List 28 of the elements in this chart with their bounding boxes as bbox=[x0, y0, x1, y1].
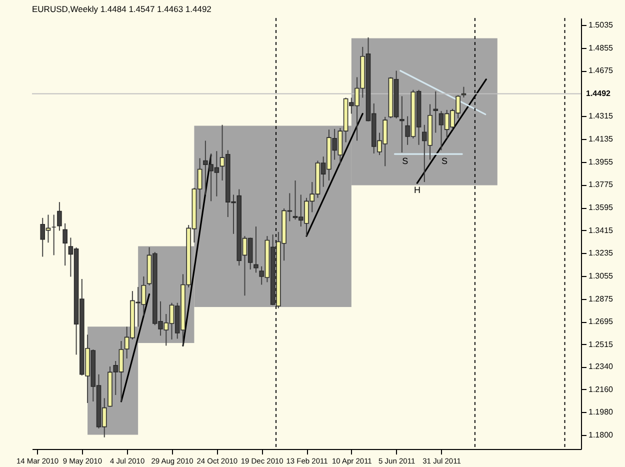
annotation: H bbox=[414, 185, 420, 196]
ref-line-label: 1.4492 bbox=[586, 88, 612, 98]
y-tick-label: 1.4315 bbox=[588, 112, 614, 121]
y-tick-label: 1.3235 bbox=[588, 248, 614, 258]
y-tick-label: 1.4675 bbox=[588, 66, 614, 76]
candlestick bbox=[433, 90, 438, 134]
chart-title: EURUSD,Weekly 1.4484 1.4547 1.4463 1.4492 bbox=[32, 4, 212, 14]
annotation: S bbox=[402, 156, 408, 166]
y-tick-label: 1.2340 bbox=[588, 362, 614, 372]
y-tick-label: 1.3595 bbox=[588, 203, 614, 212]
candlestick bbox=[62, 222, 68, 266]
y-tick-label: 1.3775 bbox=[588, 180, 614, 190]
y-tick-label: 1.4135 bbox=[588, 134, 614, 144]
y-tick-label: 1.3415 bbox=[588, 226, 614, 235]
y-tick-label: 1.1980 bbox=[588, 408, 614, 417]
candlestick bbox=[254, 226, 258, 274]
y-tick-label: 1.2160 bbox=[588, 384, 614, 394]
y-tick-label: 1.4855 bbox=[588, 43, 614, 52]
y-tick-label: 1.3055 bbox=[588, 271, 614, 280]
y-tick-label: 1.2875 bbox=[588, 294, 614, 304]
y-tick-label: 1.2515 bbox=[588, 340, 614, 349]
y-tick-label: 1.3955 bbox=[588, 157, 614, 166]
annotation: S bbox=[441, 156, 448, 166]
y-tick-label: 1.5035 bbox=[588, 20, 614, 30]
y-tick-label: 1.2695 bbox=[588, 317, 614, 326]
candlestick bbox=[57, 202, 62, 232]
y-tick-label: 1.1800 bbox=[588, 430, 614, 440]
candlestick bbox=[400, 96, 404, 153]
